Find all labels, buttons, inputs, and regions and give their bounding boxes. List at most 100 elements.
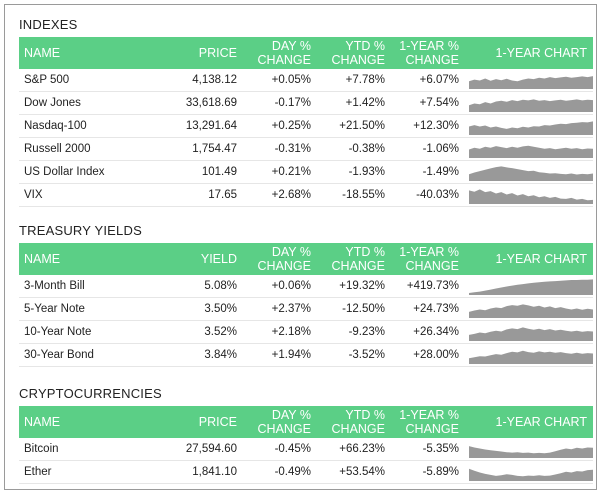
row-name-link[interactable]: 10-Year Note	[19, 320, 153, 344]
row-year-change: -5.35%	[389, 438, 463, 461]
row-year-change: -40.03%	[389, 183, 463, 207]
table-header-row: NAME PRICE DAY % CHANGE YTD % CHANGE 1-YEA…	[19, 406, 593, 438]
sparkline-us-dollar-index	[469, 165, 593, 181]
row-price: 4,138.12	[153, 69, 241, 92]
row-year-chart	[463, 69, 593, 92]
sparkline-5-year-note	[469, 303, 593, 318]
row-ytd-change: -18.55%	[315, 183, 389, 207]
row-price: 33,618.69	[153, 91, 241, 115]
table-row[interactable]: VIX 17.65 +2.68% -18.55% -40.03%	[19, 183, 593, 207]
row-day-change: -0.45%	[241, 438, 315, 461]
row-name-link[interactable]: Bitcoin	[19, 438, 153, 461]
row-year-change: +6.07%	[389, 69, 463, 92]
sparkline-area	[469, 165, 593, 181]
row-price: 3.52%	[153, 320, 241, 344]
row-name-link[interactable]: Ether	[19, 460, 153, 484]
row-year-chart	[463, 320, 593, 344]
table-row[interactable]: Bitcoin 27,594.60 -0.45% +66.23% -5.35%	[19, 438, 593, 461]
row-day-change: +0.05%	[241, 69, 315, 92]
row-year-chart	[463, 275, 593, 298]
table-row[interactable]: Russell 2000 1,754.47 -0.31% -0.38% -1.06%	[19, 137, 593, 161]
row-day-change: +0.06%	[241, 275, 315, 298]
header-year-change[interactable]: 1-YEAR % CHANGE	[389, 406, 463, 438]
row-name-link[interactable]: S&P 500	[19, 69, 153, 92]
header-ytd-change[interactable]: YTD % CHANGE	[315, 37, 389, 69]
table-row[interactable]: Nasdaq-100 13,291.64 +0.25% +21.50% +12.30%	[19, 114, 593, 138]
row-price: 101.49	[153, 160, 241, 184]
row-name-link[interactable]: 5-Year Note	[19, 297, 153, 321]
row-year-change: +419.73%	[389, 275, 463, 298]
table-row[interactable]: 30-Year Bond 3.84% +1.94% -3.52% +28.00%	[19, 343, 593, 367]
table-row[interactable]: Ether 1,841.10 -0.49% +53.54% -5.89%	[19, 460, 593, 484]
header-day-change[interactable]: DAY % CHANGE	[241, 406, 315, 438]
header-year-change[interactable]: 1-YEAR % CHANGE	[389, 243, 463, 275]
header-ytd-change[interactable]: YTD % CHANGE	[315, 243, 389, 275]
sparkline-3-month-bill	[469, 278, 593, 295]
header-year-change[interactable]: 1-YEAR % CHANGE	[389, 37, 463, 69]
table-row[interactable]: 5-Year Note 3.50% +2.37% -12.50% +24.73%	[19, 297, 593, 321]
table-row[interactable]: S&P 500 4,138.12 +0.05% +7.78% +6.07%	[19, 69, 593, 92]
section-title-cryptocurrencies: CRYPTOCURRENCIES	[19, 386, 162, 401]
sparkline-30-year-bond	[469, 350, 593, 364]
row-price: 27,594.60	[153, 438, 241, 461]
row-year-chart	[463, 137, 593, 161]
row-name-link[interactable]: VIX	[19, 183, 153, 207]
header-price[interactable]: PRICE	[153, 37, 241, 69]
row-name-link[interactable]: 30-Year Bond	[19, 343, 153, 367]
sparkline-s-p-500	[469, 75, 593, 89]
sparkline-area	[469, 145, 593, 158]
row-year-change: -1.06%	[389, 137, 463, 161]
row-year-change: +26.34%	[389, 320, 463, 344]
row-year-change: -5.89%	[389, 460, 463, 484]
header-day-change[interactable]: DAY % CHANGE	[241, 243, 315, 275]
row-year-chart	[463, 183, 593, 207]
row-year-change: +28.00%	[389, 343, 463, 367]
row-price: 17.65	[153, 183, 241, 207]
row-ytd-change: -0.38%	[315, 137, 389, 161]
indexes-table: NAME PRICE DAY % CHANGE YTD % CHANGE 1-YEA…	[19, 37, 593, 207]
header-day-change[interactable]: DAY % CHANGE	[241, 37, 315, 69]
row-ytd-change: -3.52%	[315, 343, 389, 367]
row-day-change: +2.18%	[241, 320, 315, 344]
sparkline-area	[469, 350, 593, 364]
table-row[interactable]: 10-Year Note 3.52% +2.18% -9.23% +26.34%	[19, 320, 593, 344]
table-row[interactable]: Dow Jones 33,618.69 -0.17% +1.42% +7.54%	[19, 91, 593, 115]
table-row[interactable]: 3-Month Bill 5.08% +0.06% +19.32% +419.73%	[19, 275, 593, 298]
header-name[interactable]: NAME	[19, 37, 153, 69]
header-yield[interactable]: YIELD	[153, 243, 241, 275]
sparkline-10-year-note	[469, 326, 593, 341]
row-name-link[interactable]: 3-Month Bill	[19, 275, 153, 298]
sparkline-area	[469, 303, 593, 318]
row-day-change: -0.31%	[241, 137, 315, 161]
row-price: 1,841.10	[153, 460, 241, 484]
row-year-chart	[463, 460, 593, 484]
sparkline-area	[469, 278, 593, 295]
row-year-chart	[463, 91, 593, 115]
row-name-link[interactable]: Nasdaq-100	[19, 114, 153, 138]
row-price: 3.84%	[153, 343, 241, 367]
treasury-yields-table: NAME YIELD DAY % CHANGE YTD % CHANGE 1-YEA…	[19, 243, 593, 367]
header-name[interactable]: NAME	[19, 406, 153, 438]
row-year-chart	[463, 438, 593, 461]
header-ytd-change[interactable]: YTD % CHANGE	[315, 406, 389, 438]
row-price: 13,291.64	[153, 114, 241, 138]
sparkline-area	[469, 98, 593, 112]
row-ytd-change: -9.23%	[315, 320, 389, 344]
row-ytd-change: +1.42%	[315, 91, 389, 115]
header-price[interactable]: PRICE	[153, 406, 241, 438]
row-day-change: +0.21%	[241, 160, 315, 184]
row-year-chart	[463, 114, 593, 138]
table-row[interactable]: US Dollar Index 101.49 +0.21% -1.93% -1.49%	[19, 160, 593, 184]
row-day-change: +1.94%	[241, 343, 315, 367]
row-name-link[interactable]: Dow Jones	[19, 91, 153, 115]
row-ytd-change: +7.78%	[315, 69, 389, 92]
row-ytd-change: -12.50%	[315, 297, 389, 321]
row-year-change: -1.49%	[389, 160, 463, 184]
row-name-link[interactable]: US Dollar Index	[19, 160, 153, 184]
row-name-link[interactable]: Russell 2000	[19, 137, 153, 161]
header-name[interactable]: NAME	[19, 243, 153, 275]
row-day-change: +0.25%	[241, 114, 315, 138]
sparkline-bitcoin	[469, 445, 593, 458]
table-header-row: NAME YIELD DAY % CHANGE YTD % CHANGE 1-YEA…	[19, 243, 593, 275]
header-year-chart: 1-YEAR CHART	[463, 406, 593, 438]
